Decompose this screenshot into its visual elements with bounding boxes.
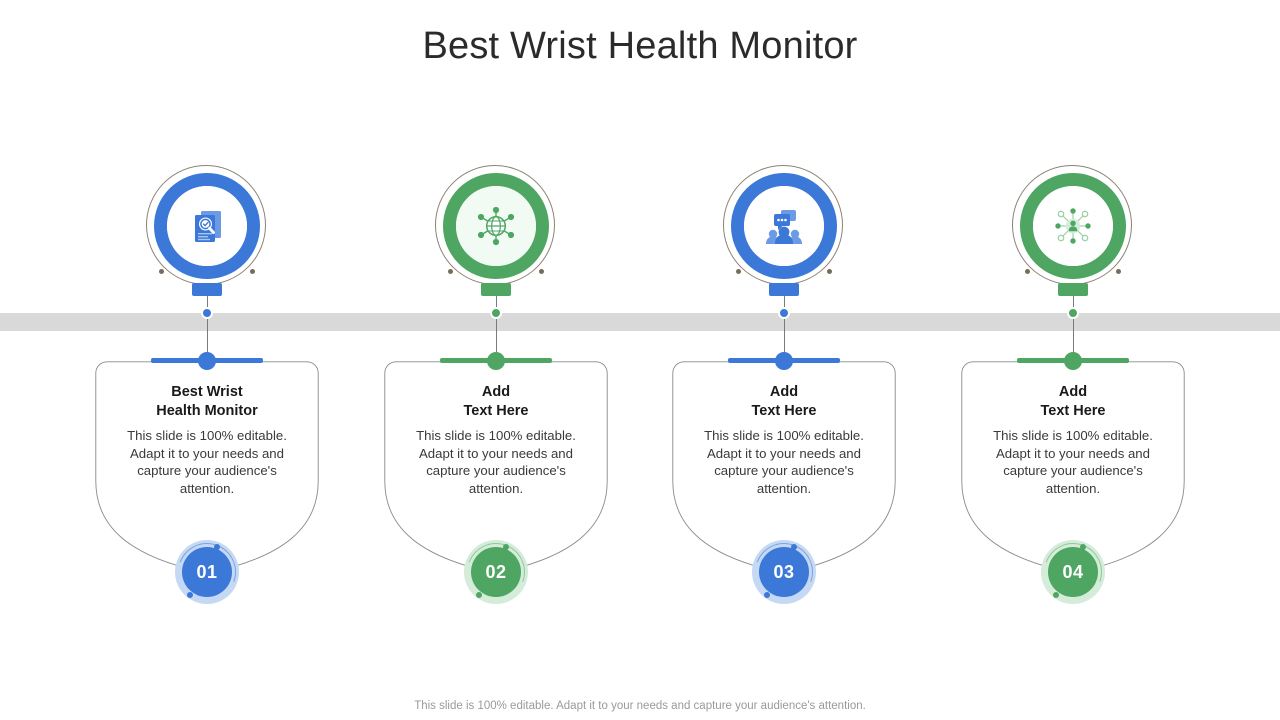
card-accent-dot: [1064, 352, 1082, 370]
global-network-icon: [456, 186, 536, 266]
stage-badge-4[interactable]: 04: [1034, 533, 1112, 611]
medallion-tab: [192, 283, 222, 296]
card-title-line1: Add: [481, 384, 511, 400]
card-title-3: Add Text Here: [672, 383, 896, 421]
icon-medallion-2[interactable]: [435, 165, 557, 287]
card-accent-dot: [487, 352, 505, 370]
icon-medallion-1[interactable]: [146, 165, 268, 287]
card-title-line2: Health Monitor: [156, 403, 258, 419]
card-title-line1: Best Wrist: [171, 384, 243, 400]
timeline-node-dot: [201, 307, 213, 319]
page-title: Best Wrist Health Monitor: [422, 25, 858, 67]
card-title-line2: Text Here: [463, 403, 529, 419]
timeline-node-dot: [490, 307, 502, 319]
stage-badge-3[interactable]: 03: [745, 533, 823, 611]
team-chat-icon: [744, 186, 824, 266]
content-card-4[interactable]: Add Text Here This slide is 100% editabl…: [961, 352, 1185, 583]
card-title-line2: Text Here: [751, 403, 817, 419]
badge-orbit-dot-top: [791, 544, 797, 550]
card-title-1: Best Wrist Health Monitor: [95, 383, 319, 421]
connector-line: [495, 296, 497, 362]
badge-number-3: 03: [759, 547, 809, 597]
card-body-4: This slide is 100% editable. Adapt it to…: [993, 428, 1153, 496]
badge-orbit-dot-bottom: [476, 592, 482, 598]
badge-orbit-dot-top: [1080, 544, 1086, 550]
timeline-node-dot: [778, 307, 790, 319]
connector-line: [783, 296, 785, 362]
footer-note: This slide is 100% editable. Adapt it to…: [414, 700, 866, 712]
timeline-band: [0, 313, 1280, 331]
connector-line: [1072, 296, 1074, 362]
card-title-2: Add Text Here: [384, 383, 608, 421]
card-accent-dot: [198, 352, 216, 370]
badge-orbit-dot-bottom: [1053, 592, 1059, 598]
badge-orbit-dot-bottom: [764, 592, 770, 598]
stage-badge-2[interactable]: 02: [457, 533, 535, 611]
medallion-arc-dot-left: [1025, 269, 1030, 274]
card-title-line1: Add: [1058, 384, 1088, 400]
person-network-hub-icon: [1033, 186, 1113, 266]
content-card-3[interactable]: Add Text Here This slide is 100% editabl…: [672, 352, 896, 583]
medallion-arc-dot-right: [539, 269, 544, 274]
badge-orbit-dot-bottom: [187, 592, 193, 598]
medallion-arc-dot-right: [250, 269, 255, 274]
card-accent-dot: [775, 352, 793, 370]
badge-number-4: 04: [1048, 547, 1098, 597]
content-card-2[interactable]: Add Text Here This slide is 100% editabl…: [384, 352, 608, 583]
card-body-3: This slide is 100% editable. Adapt it to…: [704, 428, 864, 496]
document-search-icon: [167, 186, 247, 266]
medallion-tab: [769, 283, 799, 296]
stage-column-3[interactable]: Add Text Here This slide is 100% editabl…: [639, 0, 929, 720]
stage-badge-1[interactable]: 01: [168, 533, 246, 611]
badge-orbit-dot-top: [214, 544, 220, 550]
card-body-2: This slide is 100% editable. Adapt it to…: [416, 428, 576, 496]
stage-column-2[interactable]: Add Text Here This slide is 100% editabl…: [351, 0, 641, 720]
medallion-arc-dot-right: [1116, 269, 1121, 274]
badge-orbit-dot-top: [503, 544, 509, 550]
stage-column-4[interactable]: Add Text Here This slide is 100% editabl…: [928, 0, 1218, 720]
card-title-line1: Add: [769, 384, 799, 400]
card-title-line2: Text Here: [1040, 403, 1106, 419]
connector-line: [206, 296, 208, 362]
medallion-arc-dot-right: [827, 269, 832, 274]
medallion-tab: [481, 283, 511, 296]
icon-medallion-4[interactable]: [1012, 165, 1134, 287]
card-title-4: Add Text Here: [961, 383, 1185, 421]
badge-number-2: 02: [471, 547, 521, 597]
medallion-arc-dot-left: [736, 269, 741, 274]
medallion-arc-dot-left: [448, 269, 453, 274]
timeline-node-dot: [1067, 307, 1079, 319]
content-card-1[interactable]: Best Wrist Health Monitor This slide is …: [95, 352, 319, 583]
stage-column-1[interactable]: Best Wrist Health Monitor This slide is …: [62, 0, 352, 720]
medallion-tab: [1058, 283, 1088, 296]
badge-number-1: 01: [182, 547, 232, 597]
icon-medallion-3[interactable]: [723, 165, 845, 287]
card-body-1: This slide is 100% editable. Adapt it to…: [127, 428, 287, 496]
medallion-arc-dot-left: [159, 269, 164, 274]
